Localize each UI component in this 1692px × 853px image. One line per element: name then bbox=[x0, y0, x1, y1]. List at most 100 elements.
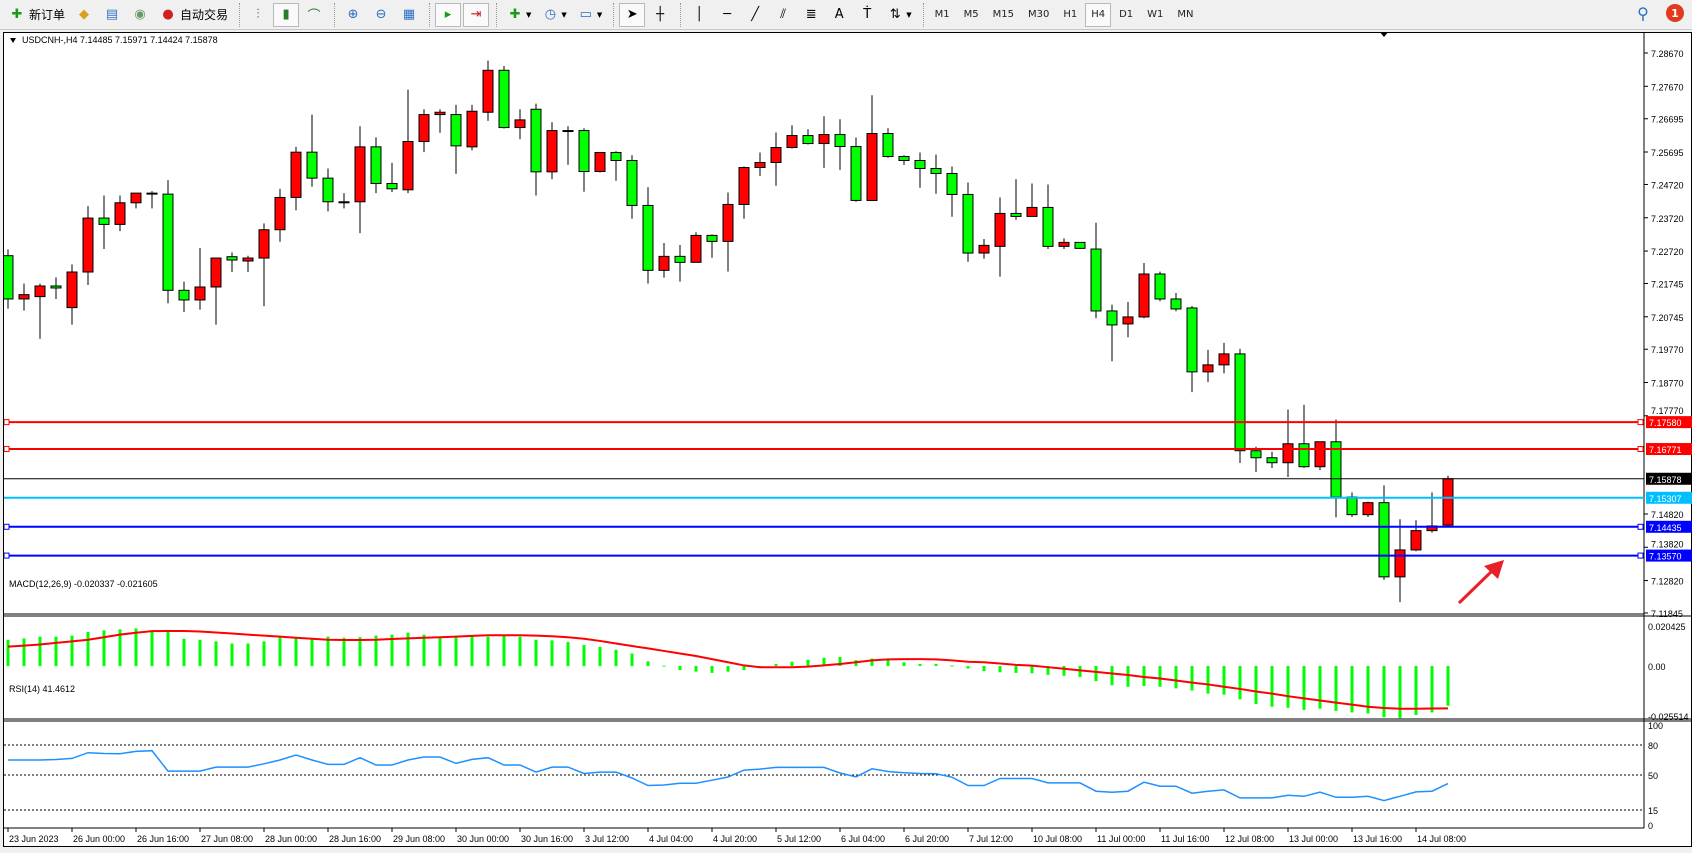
dropdown-arrow-icon: ▼ bbox=[561, 10, 567, 19]
arrows-button[interactable]: ⇅ ▼ bbox=[882, 3, 915, 27]
horizontal-line-button[interactable]: ─ bbox=[714, 3, 740, 27]
navigator-icon: ▤ bbox=[105, 7, 119, 22]
timeframe-h4[interactable]: H4 bbox=[1085, 2, 1112, 27]
fibonacci-button[interactable]: ≣ bbox=[798, 3, 824, 27]
zoom-in-button[interactable]: ⊕ bbox=[340, 3, 366, 27]
candle-body bbox=[898, 156, 910, 162]
macd-histogram-bar bbox=[246, 643, 250, 667]
notification-badge[interactable]: 1 bbox=[1666, 4, 1684, 22]
auto-trading-button[interactable]: ● 自动交易 bbox=[155, 3, 232, 27]
time-axis-label: 28 Jun 00:00 bbox=[265, 834, 317, 844]
price-tag bbox=[1646, 520, 1692, 533]
timeframe-mn[interactable]: MN bbox=[1177, 9, 1194, 20]
templates-button[interactable]: ▭ ▼ bbox=[573, 3, 606, 27]
crosshair-icon: ┼ bbox=[656, 7, 665, 22]
candle-body bbox=[130, 192, 142, 204]
macd-histogram-bar bbox=[646, 661, 650, 667]
chart-canvas[interactable]: USDCNH-,H4 7.14485 7.15971 7.14424 7.158… bbox=[2, 31, 1692, 848]
timeframe-d1[interactable]: D1 bbox=[1119, 9, 1134, 20]
time-axis-label: 26 Jun 00:00 bbox=[73, 834, 125, 844]
separator bbox=[239, 2, 241, 27]
candle-body bbox=[114, 202, 126, 225]
timeframe-m30[interactable]: M30 bbox=[1027, 9, 1050, 20]
new-order-button[interactable]: ✚ 新订单 bbox=[4, 3, 69, 27]
macd-histogram-bar bbox=[1366, 666, 1370, 714]
price-axis-label: 7.12820 bbox=[1651, 577, 1684, 587]
rsi-label: RSI(14) 41.4612 bbox=[9, 684, 75, 694]
indicators-button[interactable]: ✚ ▼ bbox=[502, 3, 535, 27]
crosshair-button[interactable]: ┼ bbox=[647, 3, 673, 27]
candle-body bbox=[1282, 443, 1294, 464]
candle-body bbox=[418, 114, 430, 143]
tile-windows-button[interactable]: ▦ bbox=[396, 3, 422, 27]
line-chart-button[interactable]: ⌒ bbox=[301, 3, 327, 27]
equidistant-channel-button[interactable]: ⫽ bbox=[770, 3, 796, 27]
candle-body bbox=[994, 212, 1006, 247]
timeframe-h1[interactable]: H1 bbox=[1063, 9, 1078, 20]
macd-histogram-bar bbox=[1126, 666, 1130, 687]
text-button[interactable]: A bbox=[826, 3, 852, 27]
macd-histogram-bar bbox=[422, 634, 426, 667]
vertical-line-button[interactable]: │ bbox=[686, 3, 712, 27]
macd-histogram-bar bbox=[502, 635, 506, 667]
time-axis-label: 6 Jul 20:00 bbox=[905, 834, 949, 844]
candle-body bbox=[610, 152, 622, 162]
macd-histogram-bar bbox=[1078, 666, 1082, 677]
market-watch-button[interactable]: ◆ bbox=[71, 3, 97, 27]
time-axis-label: 29 Jun 08:00 bbox=[393, 834, 445, 844]
macd-histogram-bar bbox=[1302, 666, 1306, 710]
chart-window[interactable]: USDCNH-,H4 7.14485 7.15971 7.14424 7.158… bbox=[2, 31, 1692, 848]
chart-shift-button[interactable]: ⇥ bbox=[463, 2, 490, 27]
cursor-button[interactable]: ➤ bbox=[619, 2, 646, 27]
clock-icon: ◷ bbox=[544, 7, 557, 22]
candle-body bbox=[1442, 478, 1454, 526]
line-handle bbox=[3, 552, 10, 559]
candle-body bbox=[338, 201, 350, 204]
line-handle bbox=[1637, 523, 1644, 530]
toolbar: ✚ 新订单 ◆ ▤ ◉ ● 自动交易 ⫶ ▮ ⌒ ⊕ ⊖ ▦ ▸ ⇥ ✚ ▼ ◷ ▼ ▭… bbox=[0, 0, 1692, 30]
right-tools: ⚲ 1 bbox=[1634, 3, 1684, 23]
macd-histogram-bar bbox=[70, 635, 74, 667]
candle-body bbox=[802, 135, 814, 145]
candle-body bbox=[210, 257, 222, 288]
candle-body bbox=[1122, 316, 1134, 325]
candle-body bbox=[786, 135, 798, 149]
bar-chart-button[interactable]: ⫶ bbox=[245, 3, 271, 27]
candle-body bbox=[722, 203, 734, 242]
timeframe-w1[interactable]: W1 bbox=[1147, 9, 1164, 20]
candlestick-chart-button[interactable]: ▮ bbox=[273, 2, 300, 27]
navigator-button[interactable]: ▤ bbox=[99, 3, 125, 27]
macd-histogram-bar bbox=[1094, 666, 1098, 682]
rsi-axis-label: 80 bbox=[1648, 741, 1658, 751]
macd-histogram-bar bbox=[886, 659, 890, 667]
macd-histogram-bar bbox=[278, 636, 282, 667]
text-label-button[interactable]: Ṫ bbox=[854, 3, 880, 27]
macd-histogram-bar bbox=[918, 663, 922, 667]
candle-body bbox=[674, 255, 686, 263]
dropdown-arrow-icon: ▼ bbox=[906, 10, 912, 19]
price-axis-label: 7.26695 bbox=[1651, 115, 1684, 125]
search-icon[interactable]: ⚲ bbox=[1637, 3, 1649, 23]
macd-histogram-bar bbox=[598, 646, 602, 667]
vertical-line-icon: │ bbox=[695, 7, 704, 22]
candle-body bbox=[50, 285, 62, 289]
timeframe-m15[interactable]: M15 bbox=[992, 9, 1014, 20]
price-tag bbox=[1646, 472, 1692, 485]
zoom-out-button[interactable]: ⊖ bbox=[368, 3, 394, 27]
macd-histogram-bar bbox=[1190, 666, 1194, 691]
timeframe-m1[interactable]: M1 bbox=[934, 9, 950, 20]
line-handle bbox=[3, 419, 10, 426]
candle-body bbox=[978, 244, 990, 254]
text-label-icon: Ṫ bbox=[863, 7, 872, 22]
candle-body bbox=[1362, 502, 1374, 516]
candle-body bbox=[450, 114, 462, 147]
collapse-triangle-icon[interactable] bbox=[10, 38, 16, 43]
auto-scroll-button[interactable]: ▸ bbox=[435, 2, 462, 27]
periods-button[interactable]: ◷ ▼ bbox=[537, 3, 570, 27]
price-axis-label: 7.19770 bbox=[1651, 345, 1684, 355]
candle-body bbox=[562, 130, 574, 133]
timeframe-m5[interactable]: M5 bbox=[963, 9, 979, 20]
trendline-button[interactable]: ╱ bbox=[742, 3, 768, 27]
signals-button[interactable]: ◉ bbox=[127, 3, 153, 27]
candle-body bbox=[466, 110, 478, 148]
